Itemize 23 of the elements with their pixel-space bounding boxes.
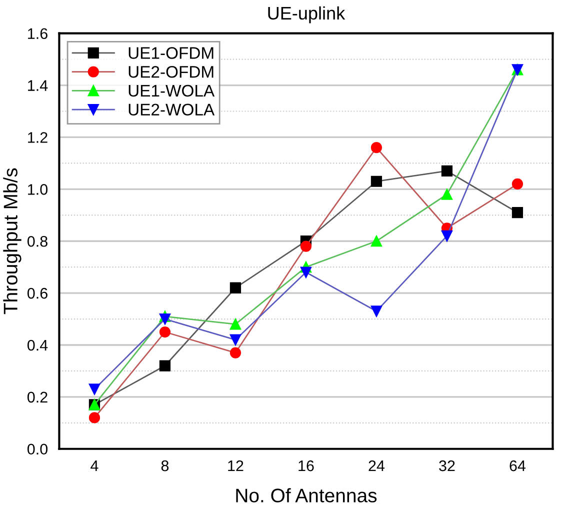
x-tick-label: 16 [298,460,314,472]
y-tick-label: 0.6 [27,288,48,299]
x-tick-label: 32 [439,460,455,472]
x-tick-label: 4 [90,460,98,472]
y-tick-label: 1.6 [28,28,48,40]
y-tick-label: 0.0 [27,444,48,455]
legend-label: UE1-WOLA [128,84,215,97]
y-tick-label: 0.2 [27,392,48,403]
x-axis-title: No. Of Antennas [236,488,377,502]
y-tick-label: 1.0 [28,184,48,195]
y-tick-label: 0.4 [27,340,48,351]
x-tick-label: 12 [228,460,244,472]
y-axis-title: Throughput Mb/s [3,168,22,314]
legend-label: UE1-OFDM [128,47,214,59]
x-tick-label: 24 [368,460,385,472]
y-tick-label: 1.2 [28,132,48,143]
legend-label: UE2-WOLA [128,104,215,116]
y-tick-label: 1.4 [28,80,48,91]
chart-title: UE-uplink [268,6,346,24]
y-tick-label: 0.8 [27,236,48,247]
x-tick-label: 8 [161,460,169,472]
legend-label: UE2-OFDM [128,66,214,78]
x-tick-label: 64 [510,460,526,472]
